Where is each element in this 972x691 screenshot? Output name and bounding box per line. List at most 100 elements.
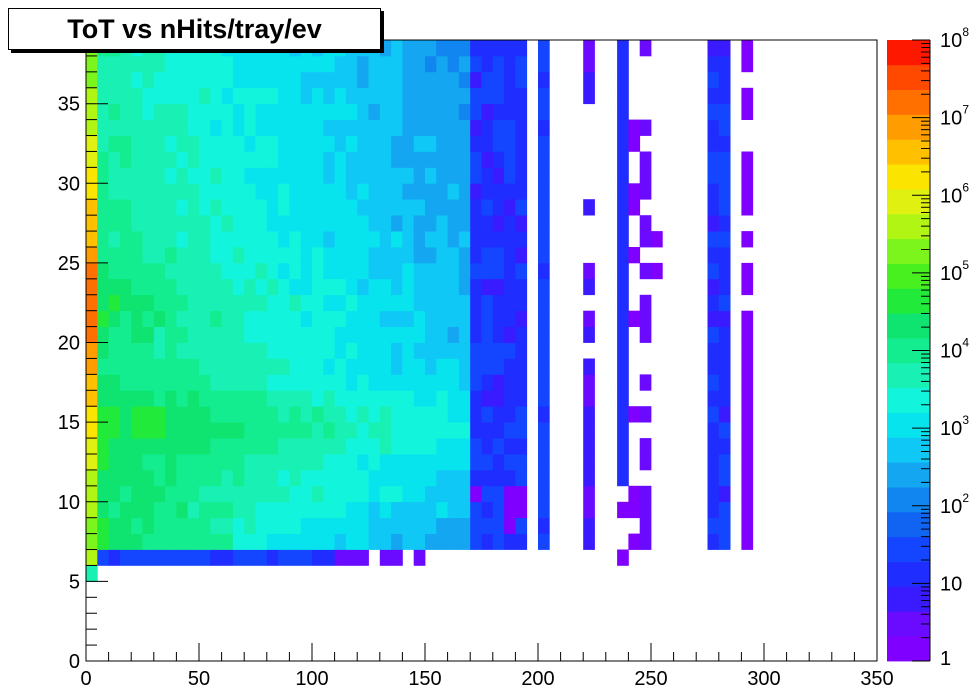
heatmap-cell bbox=[345, 358, 358, 375]
heatmap-cell bbox=[379, 374, 392, 391]
color-scale-tick-exponent: 2 bbox=[962, 491, 969, 505]
heatmap-cell bbox=[538, 247, 550, 264]
x-tick-label: 250 bbox=[634, 668, 667, 690]
heatmap-cell bbox=[312, 199, 324, 216]
heatmap-cell bbox=[289, 103, 302, 120]
heatmap-cell bbox=[255, 294, 268, 312]
heatmap-cell bbox=[312, 247, 324, 264]
heatmap-cell bbox=[187, 135, 200, 152]
heatmap-cell bbox=[504, 183, 516, 200]
heatmap-cell bbox=[131, 71, 143, 89]
heatmap-cell bbox=[515, 183, 528, 200]
heatmap-cell bbox=[232, 294, 245, 312]
heatmap-cell bbox=[368, 119, 381, 136]
heatmap-cell bbox=[391, 533, 403, 550]
heatmap-cell bbox=[583, 310, 595, 327]
heatmap-cell bbox=[210, 326, 222, 343]
heatmap-cell bbox=[741, 151, 754, 168]
heatmap-cell bbox=[278, 294, 290, 312]
heatmap-cell bbox=[515, 167, 528, 184]
heatmap-cell bbox=[425, 199, 437, 216]
heatmap-cell bbox=[504, 262, 516, 280]
heatmap-cell bbox=[165, 71, 177, 89]
heatmap-cell bbox=[153, 103, 166, 120]
heatmap-cell bbox=[266, 231, 279, 248]
heatmap-cell bbox=[131, 215, 143, 232]
heatmap-cell bbox=[639, 406, 652, 423]
heatmap-cell bbox=[323, 469, 335, 487]
heatmap-cell bbox=[323, 374, 335, 391]
heatmap-cell bbox=[425, 167, 437, 184]
heatmap-cell bbox=[504, 103, 516, 120]
heatmap-cell bbox=[323, 87, 335, 105]
heatmap-cell bbox=[278, 310, 290, 327]
heatmap-cell bbox=[718, 87, 731, 105]
heatmap-cell bbox=[345, 215, 358, 232]
heatmap-cell bbox=[617, 294, 629, 312]
heatmap-cell bbox=[300, 71, 313, 89]
heatmap-cell bbox=[741, 199, 754, 216]
heatmap-cell bbox=[119, 454, 132, 471]
heatmap-cell bbox=[639, 374, 652, 391]
heatmap-cell bbox=[255, 406, 268, 423]
heatmap-cell bbox=[345, 454, 358, 471]
heatmap-cell bbox=[391, 517, 403, 534]
heatmap-cell bbox=[244, 278, 256, 296]
heatmap-cell bbox=[639, 326, 652, 343]
heatmap-cell bbox=[617, 454, 629, 471]
heatmap-cell bbox=[425, 119, 437, 136]
heatmap-cell bbox=[470, 231, 482, 248]
heatmap-cell bbox=[278, 71, 290, 89]
heatmap-cell bbox=[119, 326, 132, 343]
heatmap-cell bbox=[741, 422, 754, 439]
heatmap-cell bbox=[425, 454, 437, 471]
y-tick-label: 30 bbox=[58, 173, 80, 195]
heatmap-cell bbox=[289, 167, 302, 184]
heatmap-cell bbox=[458, 262, 471, 280]
heatmap-cell bbox=[718, 278, 731, 296]
heatmap-cell bbox=[718, 247, 731, 264]
heatmap-cell bbox=[142, 103, 155, 120]
heatmap-cell bbox=[210, 262, 222, 280]
x-tick-label: 0 bbox=[80, 668, 91, 690]
heatmap-cell bbox=[210, 469, 222, 487]
heatmap-cell bbox=[425, 422, 437, 439]
heatmap-cell bbox=[583, 358, 595, 375]
heatmap-cell bbox=[639, 454, 652, 471]
heatmap-cell bbox=[97, 374, 109, 391]
heatmap-cell bbox=[368, 247, 381, 264]
heatmap-cell bbox=[300, 103, 313, 120]
x-axis: 0 50 100 150 200 250 300 350 bbox=[80, 643, 894, 690]
heatmap-cell bbox=[221, 454, 234, 471]
heatmap-cell bbox=[176, 374, 189, 391]
heatmap-cell bbox=[741, 438, 754, 455]
heatmap-cell bbox=[718, 438, 731, 455]
heatmap-cell bbox=[266, 87, 279, 105]
heatmap-cell bbox=[515, 406, 528, 423]
heatmap-cell bbox=[97, 231, 109, 248]
heatmap-cell bbox=[379, 342, 392, 359]
heatmap-cell bbox=[458, 87, 471, 105]
heatmap-cell bbox=[176, 183, 189, 200]
heatmap-cell bbox=[131, 358, 143, 375]
heatmap-cell bbox=[707, 438, 720, 455]
heatmap-cell bbox=[391, 374, 403, 391]
heatmap-cell bbox=[436, 310, 448, 327]
heatmap-cell bbox=[718, 485, 731, 503]
heatmap-cell bbox=[119, 87, 132, 105]
heatmap-cell bbox=[458, 533, 471, 550]
heatmap-cell bbox=[583, 390, 595, 407]
heatmap-cell bbox=[119, 151, 132, 168]
heatmap-cell bbox=[357, 247, 369, 264]
heatmap-cell bbox=[199, 358, 211, 375]
heatmap-cell bbox=[538, 119, 550, 136]
heatmap-cell bbox=[617, 501, 629, 519]
heatmap-cell bbox=[515, 151, 528, 168]
heatmap-cell bbox=[244, 135, 256, 152]
heatmap-cell bbox=[153, 485, 166, 503]
heatmap-cell bbox=[402, 119, 415, 136]
heatmap-cell bbox=[639, 167, 652, 184]
heatmap-cell bbox=[413, 183, 426, 200]
heatmap-cell bbox=[165, 262, 177, 280]
